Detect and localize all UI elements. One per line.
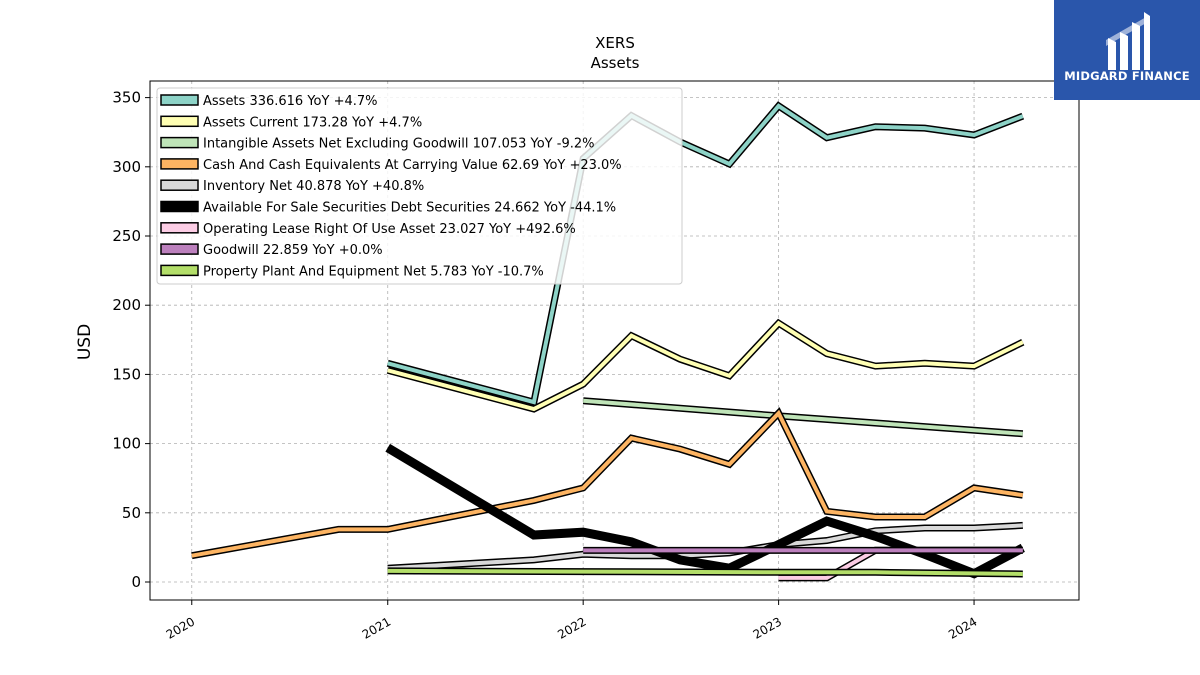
series-cash-and-cash-equivalents-at-carrying-value [191,407,1024,560]
legend-box [156,87,683,285]
legend-label: Intangible Assets Net Excluding Goodwill… [203,137,594,152]
legend: Assets 336.616 YoY +4.7% Assets Current 1… [156,87,683,285]
legend-swatch [160,115,199,128]
legend-swatch [160,200,199,213]
legend-swatch [160,158,199,170]
series-line [387,568,1023,576]
series-available-for-sale-securities-debt-securities [385,443,1025,579]
x-tick-label: 2022 [555,614,588,641]
series-line [583,398,1023,436]
series-line [387,320,1024,412]
legend-swatch [160,94,199,106]
x-tick-label: 2024 [946,614,979,641]
y-tick-label: 250 [112,227,141,245]
y-tick-label: 300 [112,158,141,176]
series-intangible-assets-net-excluding-goodwill [582,397,1024,438]
y-axis-label: USD [75,324,95,360]
legend-item: Available For Sale Securities Debt Secur… [160,200,616,216]
legend-item: Goodwill 22.859 YoY +0.0% [160,243,383,258]
y-tick-label: 50 [122,504,141,522]
legend-swatch [160,179,199,191]
legend-label: Available For Sale Securities Debt Secur… [203,201,616,216]
legend-label: Goodwill 22.859 YoY +0.0% [203,243,383,258]
brand-name: MIDGARD FINANCE [1064,69,1190,83]
y-axis: 0 50 100 150 200 250 300 350 [112,89,150,591]
midgard-m-logo-icon [1106,12,1150,70]
legend-label: Cash And Cash Equivalents At Carrying Va… [203,158,622,173]
chart-title: XERS [595,34,635,52]
legend-item: Inventory Net 40.878 YoY +40.8% [160,179,424,194]
series-assets-current [386,318,1025,413]
legend-item: Property Plant And Equipment Net 5.783 Y… [160,264,544,279]
series-layer [191,101,1025,582]
plot-frame [149,80,1080,601]
y-tick-label: 0 [131,573,141,591]
legend-item: Assets 336.616 YoY +4.7% [160,94,378,109]
legend-label: Assets 336.616 YoY +4.7% [203,94,378,109]
y-tick-label: 100 [112,435,141,453]
legend-item: Cash And Cash Equivalents At Carrying Va… [160,158,622,173]
legend-label: Assets Current 173.28 YoY +4.7% [203,115,422,130]
legend-label: Inventory Net 40.878 YoY +40.8% [203,179,424,194]
legend-swatch [160,136,199,149]
legend-swatch [160,264,199,277]
series-property-plant-and-equipment-net [387,567,1023,578]
legend-swatch [160,243,199,255]
legend-item: Intangible Assets Net Excluding Goodwill… [160,136,594,152]
legend-label: Operating Lease Right Of Use Asset 23.02… [203,222,576,237]
legend-item: Assets Current 173.28 YoY +4.7% [160,115,422,130]
y-tick-label: 350 [112,89,141,107]
x-tick-label: 2023 [751,614,784,641]
legend-swatch [160,222,199,234]
x-tick-label: 2021 [360,614,393,641]
series-line [191,409,1024,558]
legend-label: Property Plant And Equipment Net 5.783 Y… [203,264,544,279]
x-tick-label: 2020 [164,614,197,641]
y-tick-label: 150 [112,365,141,383]
y-tick-label: 200 [112,296,141,314]
legend-item: Operating Lease Right Of Use Asset 23.02… [160,222,576,237]
chart-subtitle: Assets [591,54,640,72]
brand-badge: MIDGARD FINANCE [1054,0,1200,100]
series-line [385,443,1025,579]
x-axis: 2020 2021 2022 2023 2024 [164,600,980,642]
